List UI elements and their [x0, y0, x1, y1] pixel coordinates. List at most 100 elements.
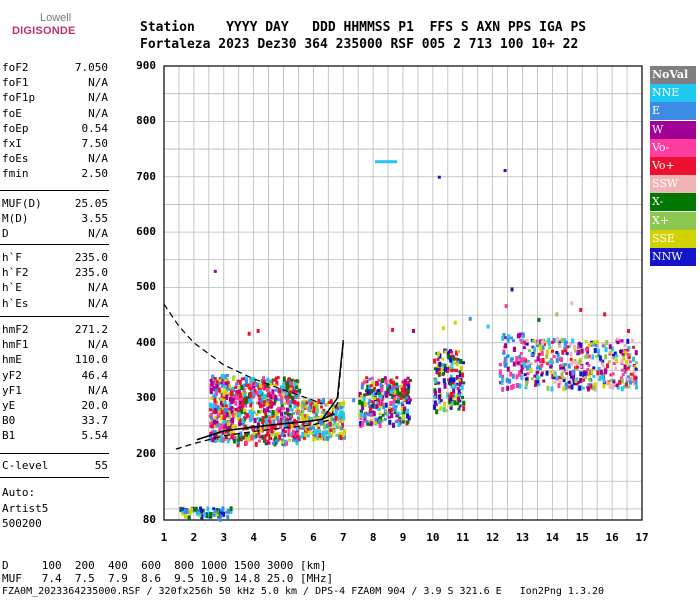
echo-point: [616, 386, 620, 390]
echo-point: [584, 370, 588, 376]
echo-point: [292, 432, 296, 436]
echo-point: [447, 378, 451, 382]
echo-point: [219, 390, 223, 394]
y-tick-label: 800: [136, 114, 156, 128]
echo-point: [276, 416, 280, 422]
echo-point: [595, 347, 599, 353]
echo-point: [374, 418, 378, 422]
echo-point: [282, 434, 286, 438]
echo-point: [298, 410, 302, 416]
param-name: fmin: [2, 167, 29, 181]
echo-point: [222, 511, 226, 517]
echo-point: [260, 391, 264, 397]
param-value: 25.05: [74, 197, 108, 210]
echo-point: [452, 368, 456, 372]
echo-point: [243, 393, 247, 397]
echo-point: [504, 343, 508, 349]
echo-point: [597, 366, 601, 370]
echo-point: [402, 392, 406, 396]
echo-point: [369, 384, 373, 388]
echo-point: [553, 373, 557, 377]
echo-point: [209, 416, 213, 420]
echo-point: [374, 421, 378, 425]
echo-point: [381, 378, 385, 384]
echo-point: [268, 416, 272, 420]
echo-point: [379, 383, 383, 389]
echo-point: [238, 421, 242, 427]
echo-point: [305, 424, 309, 430]
echo-point: [612, 361, 616, 365]
echo-point: [388, 419, 392, 425]
echo-point: [515, 383, 519, 389]
echo-point: [539, 345, 543, 351]
param-row: foEs N/A: [0, 151, 108, 166]
echo-point: [451, 397, 455, 401]
echo-point: [316, 430, 320, 434]
echo-point: [222, 421, 226, 425]
echo-point: [290, 382, 294, 386]
echo-point: [449, 382, 453, 386]
echo-point: [188, 509, 192, 515]
echo-point: [458, 370, 462, 374]
echo-point: [505, 377, 509, 383]
echo-point: [293, 403, 297, 409]
echo-point: [321, 399, 325, 405]
echo-point: [337, 405, 341, 411]
echo-point: [301, 420, 305, 426]
echo-point: [263, 425, 267, 431]
echo-point: [450, 360, 454, 366]
echo-point: [441, 326, 445, 331]
echo-point: [396, 411, 400, 417]
echo-point: [268, 436, 272, 440]
echo-point: [601, 344, 605, 348]
echo-point: [462, 361, 466, 365]
echo-point: [498, 369, 502, 375]
echo-point: [200, 517, 204, 521]
echo-point: [262, 393, 266, 399]
echo-point: [542, 343, 546, 347]
x-tick-label: 7: [339, 531, 347, 544]
echo-point: [274, 433, 278, 437]
echo-point: [547, 360, 551, 364]
param-value: 271.2: [74, 323, 108, 336]
echo-point: [315, 422, 319, 428]
echo-point: [601, 359, 605, 365]
echo-point: [228, 384, 232, 390]
echo-point: [266, 406, 270, 412]
echo-point: [248, 409, 252, 415]
echo-point: [560, 363, 564, 367]
echo-point: [318, 429, 322, 435]
echo-point: [250, 414, 254, 418]
echo-point: [245, 383, 249, 387]
echo-point: [446, 367, 450, 373]
echo-point: [371, 388, 375, 392]
echo-point: [406, 388, 410, 394]
echo-point: [452, 392, 456, 398]
echo-point: [564, 349, 568, 353]
echo-point: [566, 345, 570, 349]
echo-point: [280, 438, 284, 442]
echo-point: [335, 423, 339, 429]
echo-point: [531, 339, 535, 343]
param-row: yF1 N/A: [0, 383, 108, 398]
echo-point: [269, 391, 273, 397]
echo-point: [460, 372, 464, 378]
param-row: hmF1 N/A: [0, 337, 108, 352]
echo-point: [396, 385, 400, 389]
echo-point: [288, 400, 292, 406]
echo-point: [378, 405, 382, 411]
echo-point: [523, 340, 527, 344]
echo-point: [515, 355, 519, 361]
echo-point: [560, 339, 564, 343]
echo-point: [340, 426, 344, 430]
echo-point: [280, 392, 284, 398]
echo-point: [329, 428, 333, 432]
echo-point: [393, 406, 397, 412]
echo-point: [343, 429, 347, 435]
param-value: 7.050: [74, 61, 108, 74]
echo-point: [519, 358, 523, 362]
echo-point: [626, 377, 630, 381]
echo-point: [316, 408, 320, 414]
echo-point: [245, 412, 249, 418]
echo-point: [270, 415, 274, 421]
